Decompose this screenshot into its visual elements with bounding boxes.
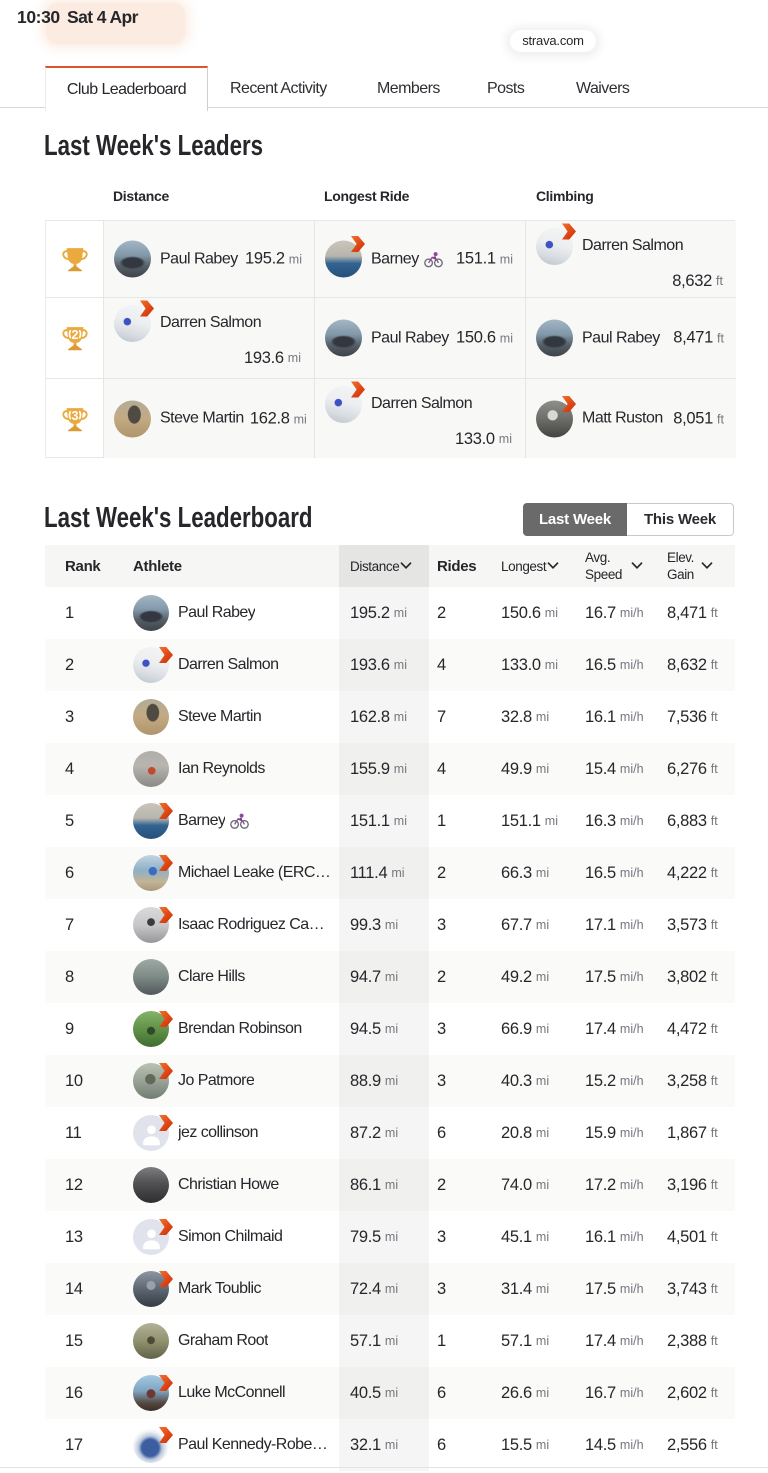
svg-text:3: 3 [71,409,78,423]
svg-text:2: 2 [71,328,78,342]
